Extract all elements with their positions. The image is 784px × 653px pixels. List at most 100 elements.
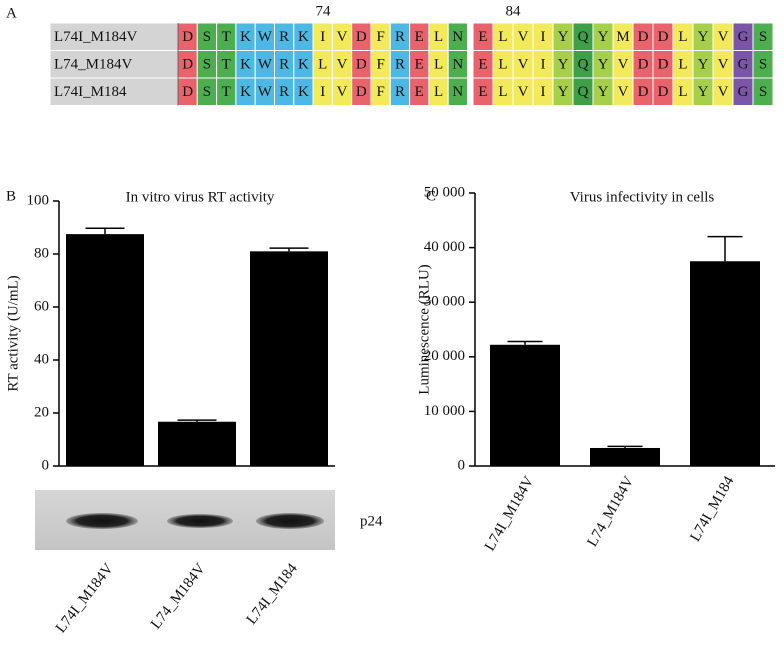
y-tick-label: 30 000 bbox=[424, 294, 465, 310]
residue: I bbox=[320, 29, 325, 45]
residue: V bbox=[718, 29, 729, 45]
y-tick-label: 80 bbox=[34, 245, 49, 261]
row-name: L74I_M184 bbox=[54, 84, 127, 100]
blot-label: p24 bbox=[360, 513, 383, 529]
residue: F bbox=[376, 29, 384, 45]
residue: D bbox=[658, 29, 669, 45]
residue: E bbox=[478, 84, 487, 100]
residue: N bbox=[452, 29, 463, 45]
panel-label: A bbox=[6, 5, 17, 21]
residue: S bbox=[759, 84, 767, 100]
residue: T bbox=[222, 29, 231, 45]
residue: D bbox=[182, 29, 193, 45]
panel-label: B bbox=[6, 188, 16, 204]
residue: I bbox=[320, 84, 325, 100]
name-cell bbox=[49, 50, 179, 79]
residue: Q bbox=[578, 84, 589, 100]
residue: D bbox=[658, 57, 669, 73]
x-tick-label: L74I_M184V bbox=[482, 474, 538, 554]
residue: T bbox=[222, 84, 231, 100]
residue: D bbox=[182, 57, 193, 73]
residue: Y bbox=[598, 57, 609, 73]
y-axis-label: RT activity (U/mL) bbox=[5, 275, 21, 391]
residue: Y bbox=[558, 84, 569, 100]
residue: Y bbox=[598, 84, 609, 100]
residue: V bbox=[337, 29, 348, 45]
residue: R bbox=[279, 84, 289, 100]
residue: I bbox=[541, 84, 546, 100]
residue: K bbox=[298, 29, 309, 45]
x-tick-label: L74_M184V bbox=[148, 561, 209, 633]
residue: V bbox=[718, 57, 729, 73]
residue: L bbox=[678, 84, 687, 100]
residue: Y bbox=[558, 29, 569, 45]
residue: S bbox=[203, 57, 211, 73]
row-name: L74I_M184V bbox=[54, 29, 137, 45]
residue: D bbox=[356, 57, 367, 73]
residue: S bbox=[759, 29, 767, 45]
bar bbox=[490, 344, 560, 466]
residue: E bbox=[415, 84, 424, 100]
y-axis-label: Luminescence (RLU) bbox=[416, 264, 432, 394]
residue: D bbox=[182, 84, 193, 100]
residue: F bbox=[376, 57, 384, 73]
residue: R bbox=[395, 29, 405, 45]
residue: Y bbox=[698, 57, 709, 73]
residue: L bbox=[434, 84, 443, 100]
y-tick-label: 60 bbox=[34, 298, 49, 314]
y-tick-label: 0 bbox=[42, 457, 50, 473]
x-tick-label: L74I_M184 bbox=[687, 473, 737, 544]
residue: R bbox=[395, 84, 405, 100]
bar bbox=[158, 421, 236, 466]
residue: K bbox=[240, 57, 251, 73]
row-name: L74_M184V bbox=[54, 57, 133, 73]
residue: S bbox=[203, 29, 211, 45]
residue: E bbox=[478, 57, 487, 73]
residue-cell bbox=[752, 77, 774, 106]
x-tick-label: L74_M184V bbox=[584, 474, 637, 550]
bar bbox=[66, 234, 144, 466]
residue: R bbox=[279, 57, 289, 73]
residue: V bbox=[518, 29, 529, 45]
residue: D bbox=[638, 29, 649, 45]
y-tick-label: 20 000 bbox=[424, 348, 465, 364]
residue: W bbox=[258, 29, 273, 45]
residue: W bbox=[258, 84, 273, 100]
residue: L bbox=[498, 84, 507, 100]
residue: E bbox=[415, 57, 424, 73]
residue: G bbox=[738, 84, 749, 100]
y-tick-label: 100 bbox=[27, 192, 50, 208]
y-tick-label: 40 000 bbox=[424, 239, 465, 255]
residue: D bbox=[356, 29, 367, 45]
residue: I bbox=[541, 29, 546, 45]
residue: Y bbox=[558, 57, 569, 73]
residue: K bbox=[240, 29, 251, 45]
residue: I bbox=[541, 57, 546, 73]
residue: L bbox=[434, 29, 443, 45]
residue: V bbox=[337, 57, 348, 73]
residue: S bbox=[759, 57, 767, 73]
residue: T bbox=[222, 57, 231, 73]
residue: D bbox=[658, 84, 669, 100]
residue: V bbox=[518, 57, 529, 73]
residue: V bbox=[718, 84, 729, 100]
residue: K bbox=[240, 84, 251, 100]
residue: V bbox=[618, 84, 629, 100]
residue: L bbox=[498, 29, 507, 45]
residue: Y bbox=[698, 29, 709, 45]
name-cell bbox=[49, 22, 179, 51]
residue: F bbox=[376, 84, 384, 100]
position-label: 74 bbox=[316, 3, 332, 19]
position-label: 84 bbox=[506, 3, 522, 19]
y-tick-label: 20 bbox=[34, 404, 49, 420]
x-tick-label: L74I_M184 bbox=[244, 560, 302, 627]
residue: R bbox=[279, 29, 289, 45]
residue: G bbox=[738, 29, 749, 45]
residue: Q bbox=[578, 29, 589, 45]
y-tick-label: 10 000 bbox=[424, 403, 465, 419]
residue: S bbox=[203, 84, 211, 100]
residue: L bbox=[678, 57, 687, 73]
residue: Q bbox=[578, 57, 589, 73]
y-tick-label: 40 bbox=[34, 351, 49, 367]
